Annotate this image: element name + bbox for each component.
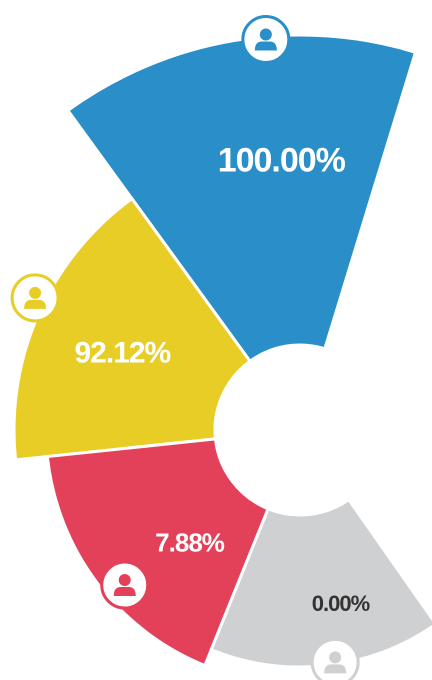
icon-body <box>24 299 47 309</box>
icon-body <box>113 587 136 597</box>
icon-body <box>324 664 347 674</box>
person-icon <box>100 560 150 610</box>
person-icon <box>10 273 60 323</box>
icon-head <box>29 286 42 299</box>
icon-body <box>254 41 277 51</box>
value-label: 0.00% <box>312 591 370 616</box>
value-label: 7.88% <box>155 527 225 557</box>
icon-head <box>118 574 131 587</box>
icon-head <box>329 651 342 664</box>
icon-head <box>259 28 272 41</box>
person-icon <box>241 14 291 64</box>
person-icon <box>310 637 360 680</box>
hub <box>215 345 385 515</box>
value-label: 92.12% <box>74 337 170 370</box>
value-label: 100.00% <box>218 142 346 180</box>
